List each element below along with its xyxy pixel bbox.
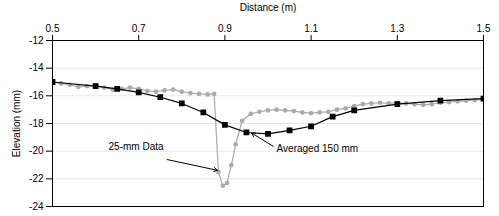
svg-text:1.1: 1.1 xyxy=(304,23,318,34)
svg-text:-24: -24 xyxy=(29,201,44,212)
svg-text:0.5: 0.5 xyxy=(46,23,60,34)
svg-text:-22: -22 xyxy=(29,173,44,184)
svg-text:1.3: 1.3 xyxy=(390,23,404,34)
svg-text:Elevation (mm): Elevation (mm) xyxy=(11,90,22,157)
svg-text:-18: -18 xyxy=(29,118,44,129)
svg-text:-14: -14 xyxy=(29,62,44,73)
svg-text:0.7: 0.7 xyxy=(132,23,146,34)
svg-text:1.5: 1.5 xyxy=(477,23,491,34)
svg-text:Averaged 150 mm: Averaged 150 mm xyxy=(277,143,359,154)
svg-text:0.9: 0.9 xyxy=(218,23,232,34)
svg-text:-12: -12 xyxy=(29,35,44,46)
svg-text:-20: -20 xyxy=(29,145,44,156)
svg-text:Distance (m): Distance (m) xyxy=(240,2,297,13)
svg-text:25-mm Data: 25-mm Data xyxy=(109,141,164,152)
svg-text:-16: -16 xyxy=(29,90,44,101)
